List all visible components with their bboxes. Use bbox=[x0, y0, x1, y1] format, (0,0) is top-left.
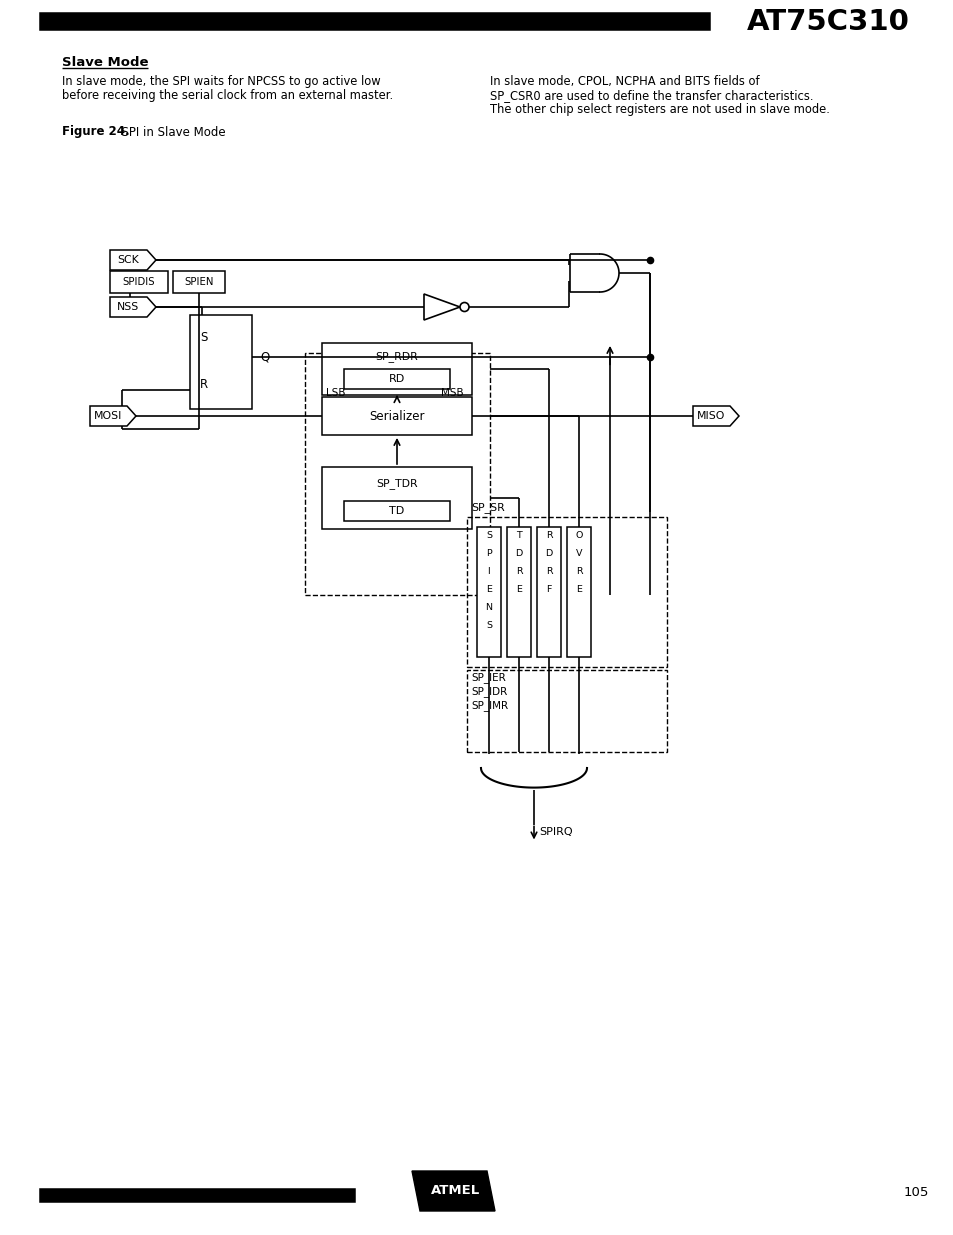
Text: SP_CSR0 are used to define the transfer characteristics.: SP_CSR0 are used to define the transfer … bbox=[490, 89, 813, 103]
Text: P: P bbox=[486, 550, 492, 558]
Text: Figure 24.: Figure 24. bbox=[62, 126, 130, 138]
Text: ATMEL: ATMEL bbox=[431, 1184, 479, 1198]
Text: SPIEN: SPIEN bbox=[184, 277, 213, 287]
Text: In slave mode, CPOL, NCPHA and BITS fields of: In slave mode, CPOL, NCPHA and BITS fiel… bbox=[490, 75, 759, 89]
Text: Slave Mode: Slave Mode bbox=[62, 56, 149, 68]
Text: I: I bbox=[487, 568, 490, 577]
Text: SP_RDR: SP_RDR bbox=[375, 352, 418, 363]
Text: AT75C310: AT75C310 bbox=[746, 7, 909, 36]
Text: SPIRQ: SPIRQ bbox=[538, 827, 572, 837]
Text: O: O bbox=[575, 531, 582, 541]
Bar bbox=[40, 1189, 355, 1202]
Polygon shape bbox=[412, 1171, 495, 1212]
Bar bbox=[344, 369, 450, 389]
Polygon shape bbox=[692, 406, 739, 426]
Text: D: D bbox=[545, 550, 552, 558]
Text: Serializer: Serializer bbox=[369, 410, 424, 422]
Text: R: R bbox=[575, 568, 581, 577]
Text: LSB: LSB bbox=[326, 388, 345, 398]
Bar bbox=[506, 527, 531, 657]
Bar bbox=[190, 315, 252, 409]
Text: MSB: MSB bbox=[441, 388, 463, 398]
Text: before receiving the serial clock from an external master.: before receiving the serial clock from a… bbox=[62, 89, 393, 103]
Text: S: S bbox=[485, 621, 492, 631]
Polygon shape bbox=[90, 406, 136, 426]
Text: N: N bbox=[485, 604, 492, 613]
Text: MOSI: MOSI bbox=[94, 411, 123, 421]
Text: R: R bbox=[200, 378, 208, 391]
Bar bbox=[566, 527, 590, 657]
Text: The other chip select registers are not used in slave mode.: The other chip select registers are not … bbox=[490, 104, 829, 116]
Bar bbox=[467, 671, 666, 752]
Bar bbox=[537, 527, 560, 657]
Text: V: V bbox=[576, 550, 581, 558]
Text: SPIDIS: SPIDIS bbox=[123, 277, 155, 287]
Bar bbox=[322, 396, 472, 435]
Text: MISO: MISO bbox=[697, 411, 725, 421]
Text: E: E bbox=[516, 585, 521, 594]
Text: RD: RD bbox=[389, 374, 405, 384]
Text: In slave mode, the SPI waits for NPCSS to go active low: In slave mode, the SPI waits for NPCSS t… bbox=[62, 75, 380, 89]
Bar bbox=[467, 517, 666, 667]
Text: SP_IDR: SP_IDR bbox=[471, 687, 507, 698]
Bar bbox=[344, 501, 450, 521]
Text: D: D bbox=[515, 550, 522, 558]
Bar bbox=[110, 270, 168, 293]
Text: R: R bbox=[516, 568, 521, 577]
Bar bbox=[172, 270, 225, 293]
Bar bbox=[476, 527, 500, 657]
Text: SP_IMR: SP_IMR bbox=[471, 700, 508, 711]
Bar bbox=[40, 14, 709, 30]
Circle shape bbox=[459, 303, 469, 311]
Text: SP_IER: SP_IER bbox=[471, 673, 505, 683]
Text: E: E bbox=[485, 585, 492, 594]
Text: TD: TD bbox=[389, 506, 404, 516]
Polygon shape bbox=[110, 249, 156, 270]
Bar bbox=[305, 353, 490, 595]
Text: SP_SR: SP_SR bbox=[471, 503, 504, 514]
Text: E: E bbox=[576, 585, 581, 594]
Text: 105: 105 bbox=[902, 1187, 927, 1199]
Text: SCK: SCK bbox=[117, 254, 139, 266]
Text: S: S bbox=[200, 331, 208, 345]
Text: Q: Q bbox=[260, 351, 270, 364]
Text: R: R bbox=[545, 531, 552, 541]
Text: R: R bbox=[545, 568, 552, 577]
Text: SP_TDR: SP_TDR bbox=[375, 478, 417, 489]
Text: F: F bbox=[546, 585, 551, 594]
Polygon shape bbox=[110, 296, 156, 317]
Text: NSS: NSS bbox=[117, 303, 139, 312]
Polygon shape bbox=[423, 294, 459, 320]
Text: S: S bbox=[485, 531, 492, 541]
Text: T: T bbox=[516, 531, 521, 541]
Bar bbox=[322, 467, 472, 529]
Text: SPI in Slave Mode: SPI in Slave Mode bbox=[113, 126, 226, 138]
Bar bbox=[322, 343, 472, 395]
